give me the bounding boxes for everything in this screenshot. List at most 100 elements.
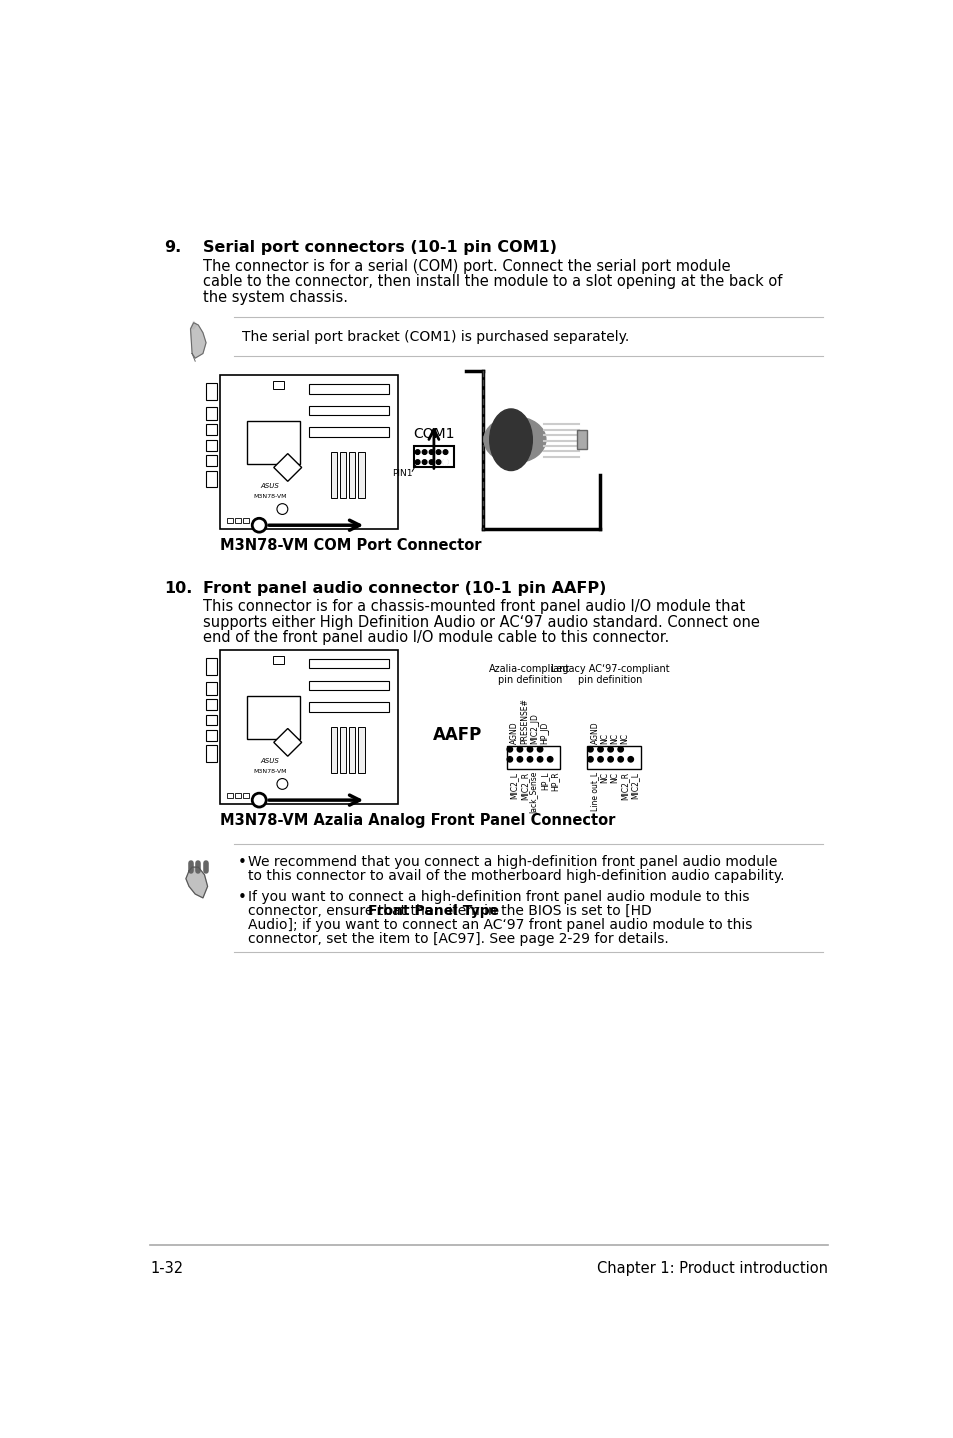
Text: MIC2_L: MIC2_L [509, 772, 518, 798]
Text: AGND: AGND [590, 722, 598, 743]
Bar [330, 728, 336, 774]
Circle shape [442, 459, 448, 464]
Circle shape [587, 756, 593, 762]
Text: HP_L: HP_L [539, 772, 549, 789]
Bar [309, 702, 389, 712]
Bar [349, 728, 355, 774]
Circle shape [587, 746, 593, 752]
Text: COM1: COM1 [414, 427, 455, 441]
Bar [242, 794, 249, 798]
Circle shape [537, 746, 542, 752]
Bar [309, 659, 389, 669]
Ellipse shape [483, 417, 545, 463]
Bar [206, 657, 216, 674]
Bar [309, 406, 389, 416]
Bar [220, 375, 397, 529]
Text: 1-32: 1-32 [150, 1261, 183, 1276]
Bar [330, 452, 336, 499]
Bar [206, 424, 216, 436]
Circle shape [443, 450, 447, 454]
Bar [206, 407, 216, 420]
Circle shape [443, 460, 447, 464]
Ellipse shape [489, 408, 532, 470]
Circle shape [415, 460, 419, 464]
Bar [309, 680, 389, 690]
Text: M3N78-VM COM Port Connector: M3N78-VM COM Port Connector [220, 538, 481, 554]
Text: This connector is for a chassis-mounted front panel audio I/O module that: This connector is for a chassis-mounted … [203, 600, 744, 614]
Bar [220, 650, 397, 804]
Circle shape [422, 450, 427, 454]
Circle shape [429, 460, 434, 464]
Text: ASUS: ASUS [260, 758, 279, 764]
Circle shape [252, 794, 266, 807]
Text: MIC2_L: MIC2_L [630, 772, 639, 798]
Bar [309, 384, 389, 394]
Text: item in the BIOS is set to [HD: item in the BIOS is set to [HD [443, 905, 651, 917]
Bar [349, 452, 355, 499]
Text: Jack_Sense: Jack_Sense [530, 772, 538, 814]
Text: NC: NC [599, 772, 609, 782]
Bar [414, 446, 454, 467]
Bar [309, 427, 389, 437]
Text: AAFP: AAFP [433, 726, 482, 743]
Text: Line out_L: Line out_L [590, 772, 598, 811]
Circle shape [429, 450, 434, 454]
Circle shape [415, 450, 419, 454]
Text: Front Panel Type: Front Panel Type [368, 905, 498, 917]
Bar [587, 746, 640, 769]
Circle shape [598, 746, 602, 752]
Text: MIC2_JD: MIC2_JD [530, 713, 538, 743]
Text: MIC2_R: MIC2_R [519, 772, 528, 800]
Circle shape [252, 518, 266, 532]
Text: NC: NC [610, 772, 618, 782]
Text: PRESENSE#: PRESENSE# [519, 697, 528, 743]
Circle shape [276, 778, 288, 789]
Circle shape [537, 756, 542, 762]
Circle shape [607, 756, 613, 762]
Text: the system chassis.: the system chassis. [203, 289, 348, 305]
Text: supports either High Definition Audio or AC‘97 audio standard. Connect one: supports either High Definition Audio or… [203, 614, 759, 630]
Bar [339, 728, 346, 774]
Text: M3N78-VM: M3N78-VM [253, 769, 286, 774]
Bar [247, 421, 300, 464]
Circle shape [517, 756, 522, 762]
Text: Serial port connectors (10-1 pin COM1): Serial port connectors (10-1 pin COM1) [203, 240, 557, 256]
Text: Azalia-compliant
pin definition: Azalia-compliant pin definition [489, 664, 570, 686]
Text: 9.: 9. [164, 240, 181, 256]
Bar [242, 518, 249, 523]
Text: Chapter 1: Product introduction: Chapter 1: Product introduction [596, 1261, 827, 1276]
Circle shape [598, 756, 602, 762]
Bar [247, 696, 300, 739]
Text: If you want to connect a high-definition front panel audio module to this: If you want to connect a high-definition… [248, 890, 749, 905]
Circle shape [527, 746, 532, 752]
Bar [339, 452, 346, 499]
Bar [206, 456, 216, 466]
Text: NC: NC [610, 733, 618, 743]
Text: PIN1: PIN1 [392, 469, 412, 477]
Bar [234, 794, 241, 798]
Text: The connector is for a serial (COM) port. Connect the serial port module: The connector is for a serial (COM) port… [203, 259, 730, 273]
Circle shape [527, 756, 532, 762]
Circle shape [627, 756, 633, 762]
Bar [206, 440, 216, 450]
Text: HP_R: HP_R [550, 772, 558, 791]
Circle shape [618, 746, 622, 752]
Text: NC: NC [599, 733, 609, 743]
Circle shape [507, 746, 512, 752]
Circle shape [517, 746, 522, 752]
Circle shape [422, 460, 427, 464]
Text: ASUS: ASUS [260, 483, 279, 489]
Text: to this connector to avail of the motherboard high-definition audio capability.: to this connector to avail of the mother… [248, 869, 783, 883]
Circle shape [276, 503, 288, 515]
Bar [274, 381, 284, 388]
Bar [506, 746, 559, 769]
Circle shape [436, 450, 440, 454]
Text: The serial port bracket (COM1) is purchased separately.: The serial port bracket (COM1) is purcha… [241, 331, 628, 345]
Text: M3N78-VM Azalia Analog Front Panel Connector: M3N78-VM Azalia Analog Front Panel Conne… [220, 814, 615, 828]
Bar [358, 452, 364, 499]
Bar [358, 728, 364, 774]
Bar [206, 383, 216, 400]
Text: Front panel audio connector (10-1 pin AAFP): Front panel audio connector (10-1 pin AA… [203, 581, 606, 595]
Circle shape [607, 746, 613, 752]
Polygon shape [191, 322, 206, 358]
